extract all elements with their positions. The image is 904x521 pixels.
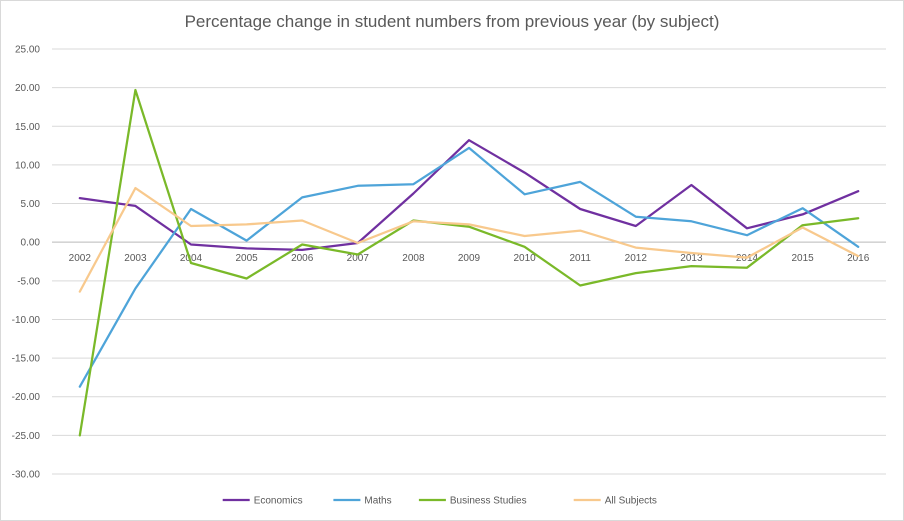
x-tick-label: 2005 (235, 253, 258, 264)
x-tick-label: 2009 (458, 253, 481, 264)
x-tick-label: 2004 (180, 253, 203, 264)
y-tick-label: -20.00 (12, 392, 41, 403)
x-tick-label: 2011 (569, 253, 591, 264)
x-tick-label: 2006 (291, 253, 314, 264)
series-line-maths (78, 146, 860, 388)
x-tick-label: 2003 (124, 253, 147, 264)
x-tick-label: 2010 (513, 253, 536, 264)
x-tick-label: 2013 (680, 253, 703, 264)
legend: Economics Maths Business Studies All Subjec… (222, 496, 657, 507)
legend-label-all-subjects: All Subjects (605, 496, 657, 507)
y-tick-label: 20.00 (15, 83, 40, 94)
y-tick-label: -25.00 (12, 431, 41, 442)
y-tick-label: 15.00 (15, 122, 40, 133)
series-line-all-subjects (78, 186, 860, 293)
y-tick-label: 0.00 (21, 238, 41, 249)
x-tick-label: 2008 (402, 253, 425, 264)
legend-label-maths: Maths (364, 496, 391, 507)
legend-label-business-studies: Business Studies (450, 496, 527, 507)
y-tick-label: -30.00 (12, 470, 41, 481)
x-tick-label: 2015 (791, 253, 814, 264)
y-tick-label: 10.00 (15, 160, 40, 171)
y-tick-label: 5.00 (21, 199, 41, 210)
x-tick-label: 2007 (347, 253, 370, 264)
y-axis-ticks: 25.00 20.00 15.00 10.00 5.00 0.00 -5.00 -10.00 -… (12, 45, 41, 481)
series-line-business-studies (78, 88, 860, 437)
y-tick-label: -5.00 (17, 276, 40, 287)
x-tick-label: 2012 (625, 253, 648, 264)
y-tick-label: 25.00 (15, 45, 40, 56)
y-tick-label: -15.00 (12, 354, 41, 365)
legend-label-economics: Economics (254, 496, 303, 507)
x-tick-label: 2002 (69, 253, 92, 264)
series-lines (78, 88, 860, 437)
chart-title: Percentage change in student numbers fro… (185, 12, 720, 31)
y-tick-label: -10.00 (12, 315, 41, 326)
series-line-economics (78, 139, 860, 252)
x-tick-label: 2016 (847, 253, 870, 264)
